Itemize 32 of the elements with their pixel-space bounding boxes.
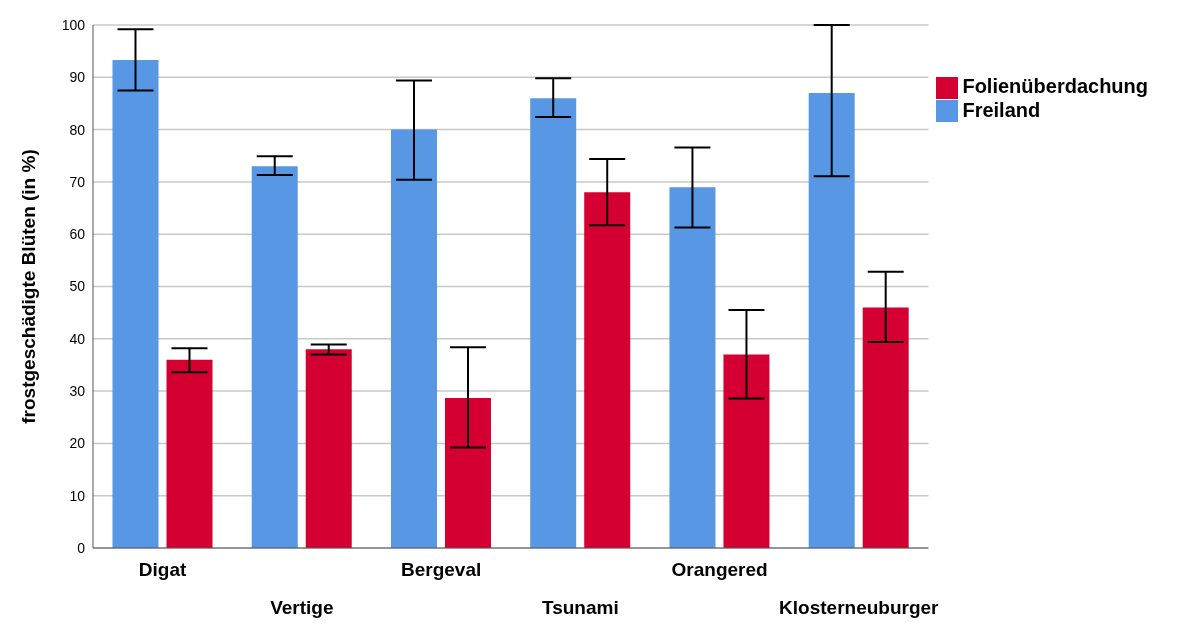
y-tick-label: 0 bbox=[77, 539, 86, 556]
x-tick-label: Orangered bbox=[671, 559, 768, 580]
bar bbox=[530, 98, 577, 548]
x-tick-label: Digat bbox=[138, 559, 188, 580]
y-tick-label: 100 bbox=[61, 16, 86, 33]
y-tick-label: 70 bbox=[69, 173, 86, 190]
bar bbox=[444, 397, 491, 548]
bar bbox=[669, 187, 716, 548]
y-tick-label: 80 bbox=[69, 121, 86, 138]
y-tick-label: 10 bbox=[69, 487, 86, 504]
y-tick-label: 60 bbox=[69, 226, 86, 243]
legend-label: Folienüberdachung bbox=[962, 75, 1148, 97]
bar bbox=[862, 307, 909, 548]
bar bbox=[584, 192, 631, 548]
legend-label: Freiland bbox=[962, 98, 1041, 121]
x-tick-label: Bergeval bbox=[400, 559, 482, 580]
y-tick-label: 30 bbox=[69, 383, 86, 400]
bar bbox=[166, 359, 213, 548]
x-tick-label: Klosterneuburger bbox=[779, 597, 940, 618]
y-tick-label: 90 bbox=[69, 69, 86, 86]
bar bbox=[723, 354, 770, 548]
y-tick-label: 50 bbox=[69, 278, 86, 295]
bar bbox=[112, 60, 159, 548]
bar bbox=[251, 166, 298, 548]
x-tick-label: Tsunami bbox=[541, 597, 619, 618]
y-tick-label: 20 bbox=[69, 435, 86, 452]
bar bbox=[390, 129, 437, 548]
y-axis-title: frostgeschädigte Blüten (in %) bbox=[17, 149, 39, 424]
y-tick-label: 40 bbox=[69, 330, 86, 347]
bar bbox=[808, 92, 855, 548]
x-tick-label: Vertige bbox=[270, 597, 334, 618]
bar bbox=[305, 349, 352, 548]
